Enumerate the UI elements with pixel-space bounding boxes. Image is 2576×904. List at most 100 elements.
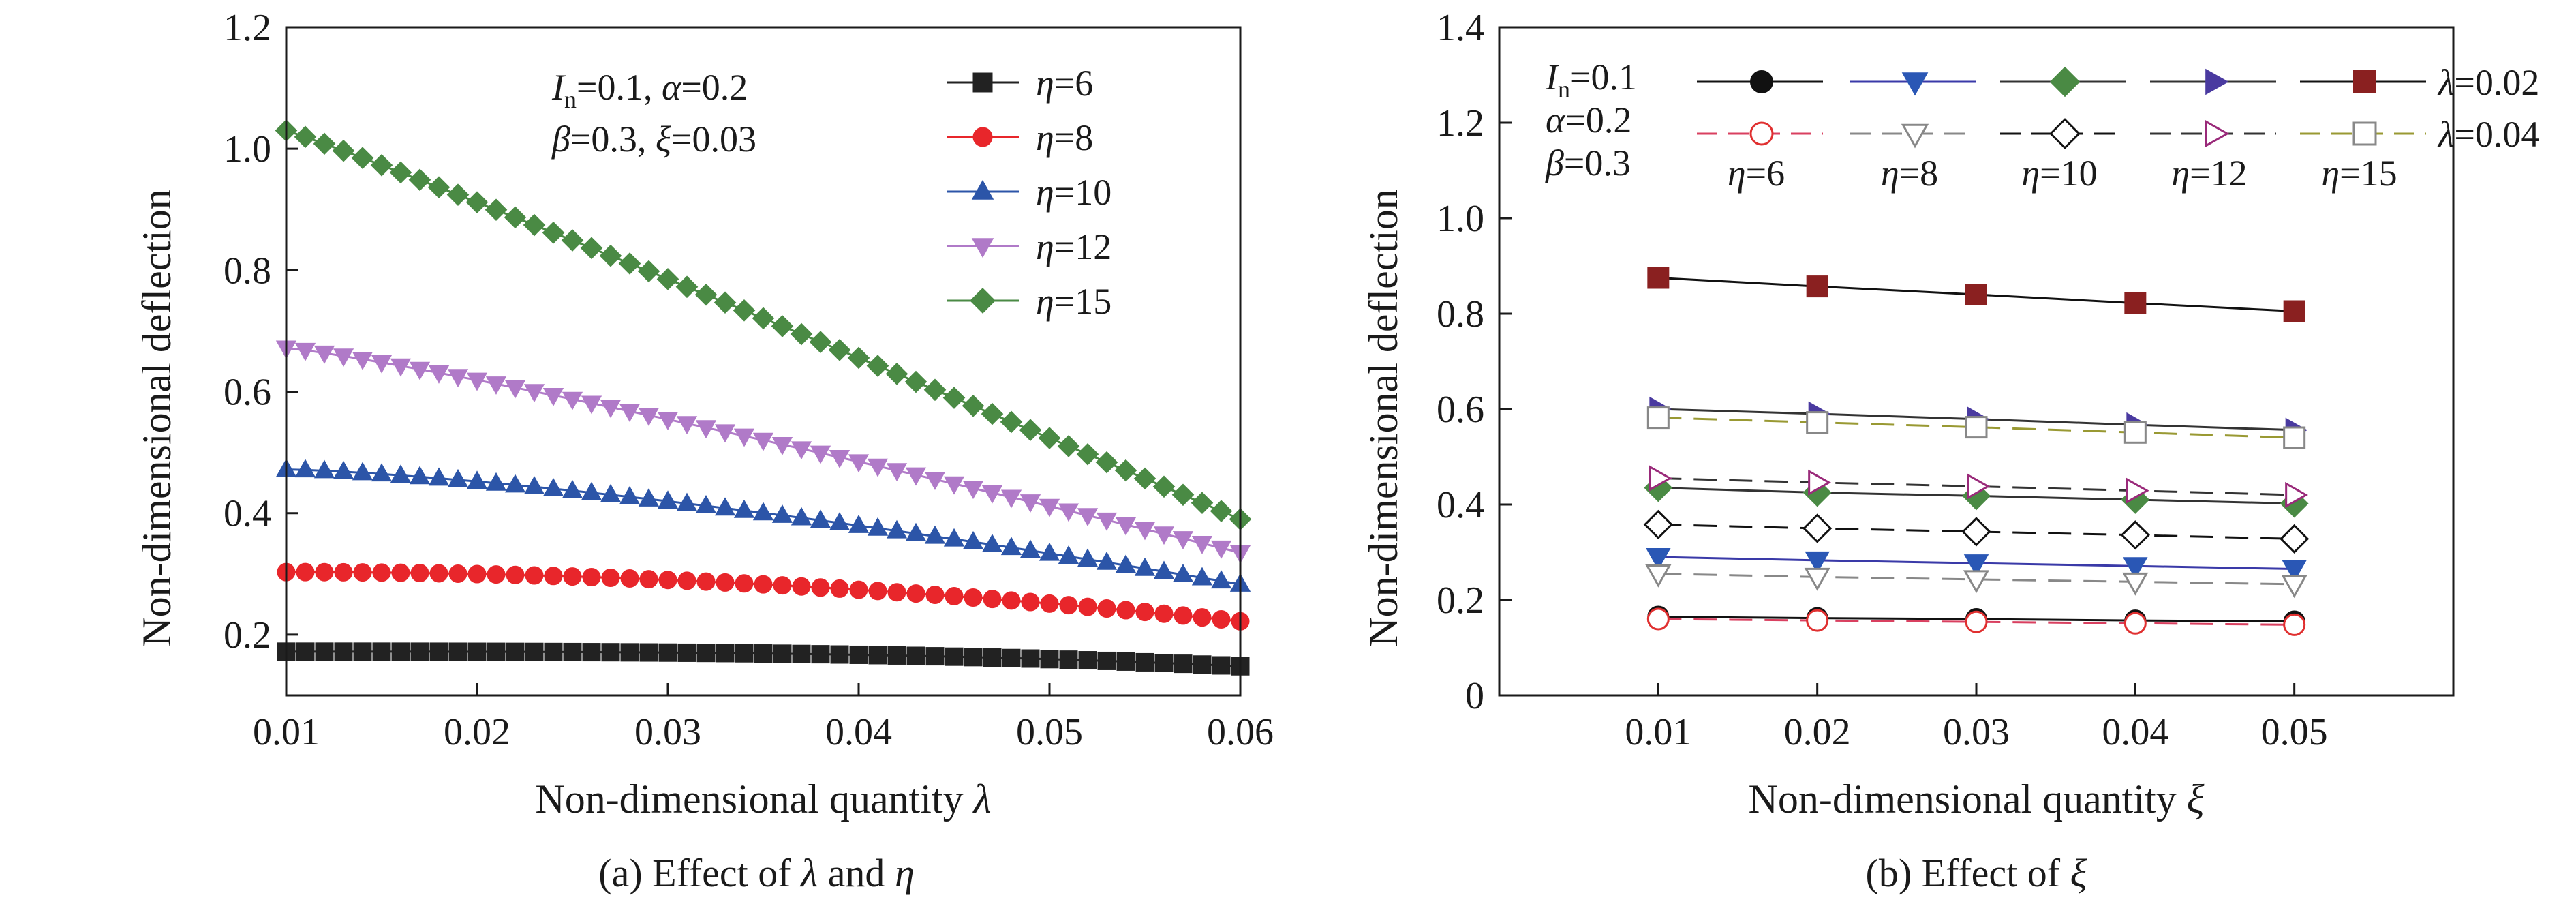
data-point (828, 338, 851, 361)
data-point (924, 472, 946, 491)
data-point (427, 176, 450, 199)
annot-b-alpha-value: =0.2 (1565, 100, 1631, 140)
data-point (372, 563, 391, 582)
data-point (1963, 554, 1989, 577)
data-point (792, 577, 811, 596)
data-point (561, 229, 584, 252)
data-point (809, 331, 832, 353)
data-point (1115, 554, 1137, 573)
data-point (945, 647, 964, 666)
legend-marker (970, 288, 996, 314)
data-point (448, 642, 467, 661)
data-point (1967, 473, 1991, 500)
data-point (1040, 650, 1059, 669)
annot-a-xi-symbol: ξ (656, 119, 672, 160)
annot-a-alpha-value: =0.2 (681, 67, 748, 108)
panel-b-x-ticks: 0.01 0.02 0.03 0.04 0.05 (1625, 683, 2328, 753)
legend-marker (971, 238, 994, 258)
data-point (906, 646, 925, 665)
data-point (620, 569, 639, 588)
data-point (391, 642, 410, 661)
data-point (1021, 592, 1040, 612)
annot-a-I-subscript: n (564, 86, 577, 113)
data-point (1096, 551, 1118, 570)
data-point (696, 644, 716, 663)
x-tick-label: 0.02 (444, 711, 510, 753)
data-point (467, 642, 487, 661)
panel-b-plot-frame (1498, 26, 2455, 697)
x-tick-label: 0.05 (1016, 711, 1083, 753)
data-point (523, 384, 545, 403)
data-point (904, 370, 927, 393)
panel-a-x-ticks: 0.01 0.02 0.03 0.04 0.05 0.06 (253, 683, 1274, 753)
data-point (923, 378, 947, 402)
data-point (942, 387, 966, 409)
data-point (1193, 608, 1212, 627)
data-point (1191, 535, 1213, 554)
data-point (1059, 596, 1078, 615)
data-point (504, 474, 526, 493)
data-point (2124, 292, 2147, 314)
legend-marker (972, 127, 993, 147)
data-point (506, 642, 525, 661)
data-point (580, 237, 603, 260)
data-point (1647, 267, 1670, 289)
data-point (2123, 612, 2147, 635)
y-tick-label: 0 (1465, 675, 1484, 717)
data-point (1212, 656, 1231, 675)
data-point (1097, 651, 1116, 670)
y-tick-label: 1.0 (1437, 198, 1484, 240)
data-point (1097, 599, 1116, 618)
data-point (582, 643, 601, 662)
data-point (868, 582, 887, 601)
data-point (962, 530, 984, 549)
data-point (1963, 570, 1990, 594)
data-point (334, 562, 353, 582)
y-tick-label: 1.2 (1437, 102, 1484, 145)
data-point (868, 646, 887, 665)
panel-b-x-axis-symbol: ξ (2187, 777, 2205, 822)
data-point (1153, 560, 1175, 579)
data-point (2283, 426, 2306, 449)
data-point (830, 645, 849, 664)
data-point (638, 408, 660, 427)
panel-b-series (1643, 267, 2310, 636)
annot-a-I-symbol: I (551, 67, 566, 108)
data-point (1805, 551, 1830, 574)
data-point (1000, 489, 1022, 509)
legend-eta-label: η=10 (2021, 153, 2097, 194)
legend-label: η=6 (1036, 63, 1093, 104)
x-tick-label: 0.05 (2261, 711, 2328, 753)
data-point (676, 492, 698, 511)
data-point (2123, 557, 2148, 579)
data-point (1965, 416, 1988, 439)
panel-b-series-6 (1645, 564, 2307, 599)
panel-b-series-7 (1643, 509, 2310, 554)
data-point (1212, 609, 1231, 629)
data-point (2123, 421, 2147, 444)
panel-a-parameter-annotation: In=0.1, α=0.2 β=0.3, ξ=0.03 (551, 67, 756, 160)
data-point (1649, 465, 1672, 492)
panel-a-y-axis-label: Non-dimensional deflection (134, 189, 179, 646)
data-point (504, 380, 526, 399)
data-point (544, 567, 563, 586)
data-point (696, 572, 716, 591)
data-point (1193, 655, 1212, 674)
data-point (658, 571, 677, 590)
data-point (2282, 560, 2307, 582)
annot-a-alpha-symbol: α (662, 67, 682, 108)
data-point (771, 437, 793, 455)
data-point (542, 387, 564, 406)
legend-eta-label: η=8 (1881, 153, 1938, 194)
data-point (1039, 498, 1060, 517)
data-point (619, 404, 641, 423)
data-point (639, 570, 658, 589)
data-point (675, 275, 699, 299)
data-point (752, 307, 775, 330)
legend-label: η=12 (1036, 226, 1111, 267)
data-point (1040, 594, 1059, 613)
data-point (1646, 406, 1670, 430)
data-point (735, 644, 754, 663)
data-point (887, 646, 906, 665)
data-point (466, 470, 488, 489)
